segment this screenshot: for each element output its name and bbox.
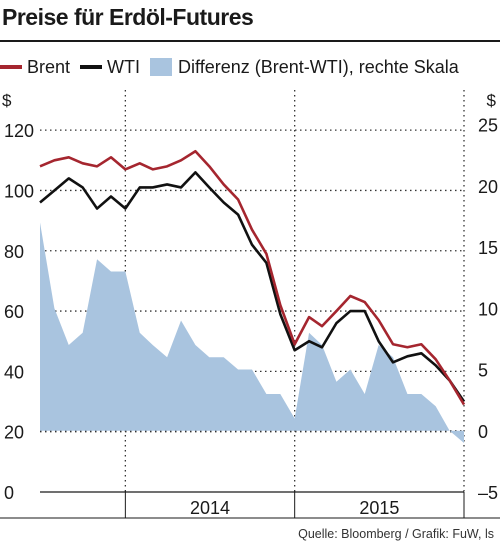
- right-tick-label: 5: [478, 361, 488, 381]
- legend-item-brent: Brent: [0, 57, 70, 78]
- legend-swatch-differenz: [150, 58, 173, 76]
- legend-swatch-wti: [80, 65, 103, 69]
- legend: Brent WTI Differenz (Brent-WTI), rechte …: [0, 55, 469, 79]
- left-tick-label: 0: [4, 483, 14, 503]
- left-tick-label: 40: [4, 362, 24, 382]
- chart-title: Preise für Erdöl-Futures: [2, 4, 254, 30]
- left-tick-label: 60: [4, 302, 24, 322]
- axes: 0 20 40 60 80 100 120 –5 0 5 10 15 20 25 2014 2015: [0, 116, 500, 519]
- title-rule: [0, 40, 500, 42]
- left-tick-label: 120: [4, 121, 34, 141]
- right-tick-label: 25: [478, 116, 498, 136]
- wti-line: [39, 171, 466, 403]
- right-tick-label: 15: [478, 238, 498, 258]
- legend-label-wti: WTI: [107, 56, 141, 77]
- right-axis-unit: $: [486, 91, 496, 110]
- legend-label-differenz: Differenz (Brent-WTI), rechte Skala: [178, 56, 459, 77]
- legend-swatch-brent: [0, 65, 22, 69]
- left-tick-label: 20: [4, 423, 24, 443]
- x-tick-label: 2015: [359, 498, 399, 518]
- right-tick-label: 0: [478, 422, 488, 442]
- differenz-area-layer: [40, 222, 464, 443]
- right-tick-label: 10: [478, 299, 498, 319]
- left-tick-label: 80: [4, 242, 24, 262]
- right-tick-label: –5: [478, 483, 498, 503]
- left-tick-label: 100: [4, 181, 34, 201]
- legend-item-wti: WTI: [80, 57, 140, 78]
- differenz-area: [40, 222, 464, 443]
- x-tick-label: 2014: [190, 498, 230, 518]
- right-tick-label: 20: [478, 177, 498, 197]
- left-axis-unit: $: [2, 91, 12, 110]
- legend-item-differenz: Differenz (Brent-WTI), rechte Skala: [150, 57, 459, 78]
- source-note: Quelle: Bloomberg / Grafik: FuW, ls: [298, 527, 494, 541]
- brent-line: [39, 149, 466, 406]
- legend-label-brent: Brent: [27, 56, 71, 77]
- price-lines-layer: [39, 149, 466, 406]
